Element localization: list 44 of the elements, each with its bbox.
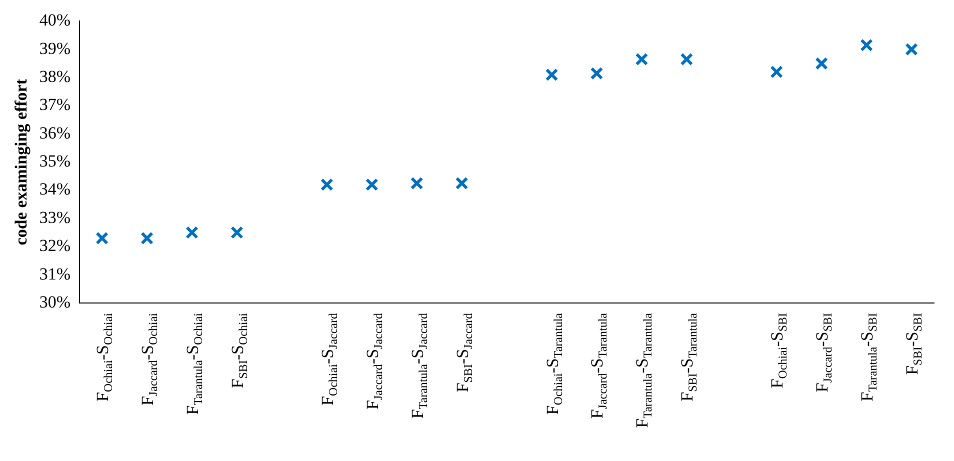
x-tick-label: FJaccard-SJaccard	[362, 312, 385, 410]
y-axis-title: code examinging effort	[12, 78, 31, 246]
x-tick-label: FTarantula-SJaccard	[408, 312, 430, 419]
point	[230, 226, 244, 239]
x-tick-label: FTarantula-SOchiai	[182, 312, 205, 415]
y-tick-label: 37%	[39, 95, 71, 114]
point	[905, 42, 918, 56]
point	[455, 176, 468, 190]
x-tick-label: FJaccard-STarantula	[588, 312, 610, 419]
x-tick-label: FJaccard-SOchiai	[138, 312, 160, 406]
point	[365, 178, 378, 192]
x-tick-label: FSBI-STarantula	[678, 312, 700, 402]
y-tick-label: 35%	[39, 152, 71, 171]
point	[680, 52, 694, 66]
point	[140, 232, 154, 245]
x-tick-label: FJaccard-SSBI	[812, 312, 835, 392]
x-tick-label: FOchiai-SOchiai	[93, 312, 116, 402]
x-tick-label: FSBI-SJaccard	[452, 312, 475, 392]
point	[186, 226, 198, 239]
point	[815, 57, 828, 70]
y-tick-label: 34%	[39, 180, 71, 199]
y-tick-label: 39%	[39, 38, 71, 58]
x-tick-label: FTarantula-SSBI	[858, 312, 880, 402]
point	[320, 178, 334, 192]
y-tick-label: 32%	[39, 236, 71, 256]
point	[635, 52, 648, 66]
x-tick-label: FTarantula-STarantula	[632, 312, 655, 428]
y-tick-label: 40%	[39, 10, 71, 30]
x-tick-label: FOchiai-SSBI	[768, 312, 790, 388]
point	[770, 65, 784, 78]
x-tick-label: FSBI-SSBI	[902, 312, 925, 375]
y-tick-label: 38%	[39, 67, 71, 86]
y-tick-label: 33%	[39, 208, 71, 227]
x-tick-label: FOchiai-SJaccard	[318, 312, 340, 406]
y-tick-label: 36%	[39, 123, 71, 142]
y-tick-label: 31%	[39, 264, 71, 284]
point	[410, 176, 424, 190]
point	[860, 38, 873, 52]
point	[545, 68, 558, 82]
point	[96, 232, 108, 245]
x-tick-label: FSBI-SOchiai	[228, 312, 250, 388]
x-tick-label: FOchiai-STarantula	[542, 312, 565, 415]
y-tick-label: 30%	[39, 292, 71, 312]
point	[590, 66, 604, 80]
